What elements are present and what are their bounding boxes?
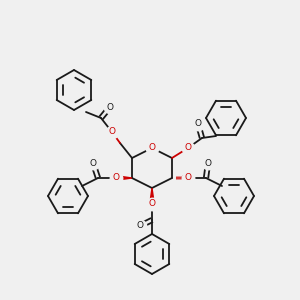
Text: O: O xyxy=(112,173,119,182)
Polygon shape xyxy=(116,176,132,180)
Text: O: O xyxy=(184,173,191,182)
Text: O: O xyxy=(184,143,191,152)
Text: O: O xyxy=(136,221,143,230)
Text: O: O xyxy=(106,103,113,112)
Text: O: O xyxy=(109,128,116,136)
Text: O: O xyxy=(194,119,202,128)
Text: O: O xyxy=(148,143,155,152)
Polygon shape xyxy=(150,188,154,204)
Text: O: O xyxy=(205,158,212,167)
Text: O: O xyxy=(89,158,97,167)
Text: O: O xyxy=(148,200,155,208)
